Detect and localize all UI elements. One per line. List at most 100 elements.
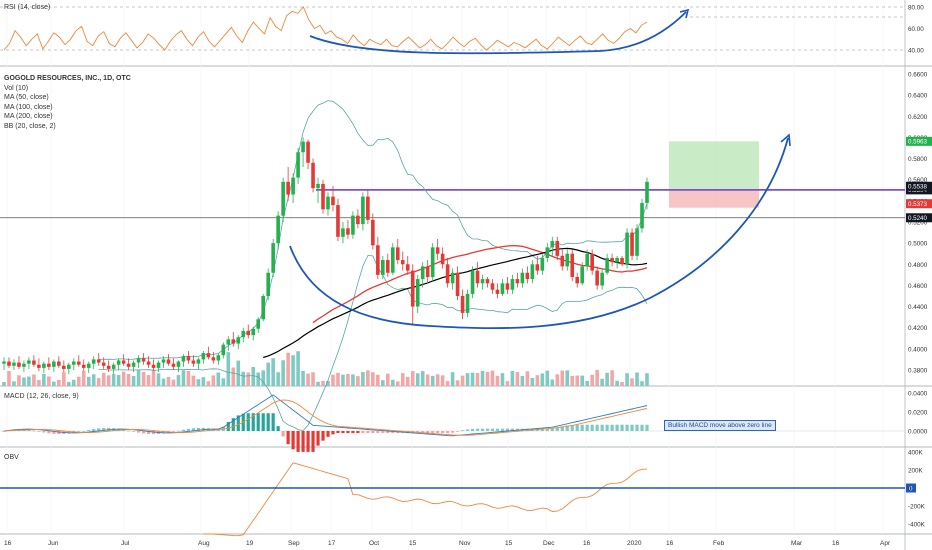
macd-histogram-bar xyxy=(266,413,270,431)
price-axis-label: 0.5600 xyxy=(908,177,928,184)
time-axis-label: Feb xyxy=(713,540,725,547)
volume-bar xyxy=(550,379,555,386)
candle-body xyxy=(236,337,241,344)
candle-body xyxy=(221,344,226,356)
candle-body xyxy=(66,364,71,369)
volume-bar xyxy=(555,374,560,386)
obv-title: OBV xyxy=(4,454,19,461)
volume-bar xyxy=(161,378,166,386)
macd-histogram-bar xyxy=(475,428,480,431)
obv-axis-label: 0 xyxy=(908,486,912,493)
candle-body xyxy=(550,241,555,248)
macd-histogram-bar xyxy=(455,431,460,432)
price-axis-label: 0.5200 xyxy=(908,220,928,227)
candle-body xyxy=(141,358,146,362)
volume-bar xyxy=(480,370,485,386)
macd-axis-label: 0.0200 xyxy=(908,410,928,417)
indicator-ma100[interactable]: MA (100, close) xyxy=(4,103,53,111)
volume-bar xyxy=(116,375,121,386)
volume-bar xyxy=(470,372,475,386)
volume-bar xyxy=(435,374,440,386)
volume-bar xyxy=(96,378,101,386)
price-axis-label: 0.6200 xyxy=(908,114,928,121)
volume-bar xyxy=(395,381,400,386)
candle-body xyxy=(181,356,186,362)
volume-bar xyxy=(91,374,96,386)
macd-histogram-bar xyxy=(321,431,325,441)
macd-histogram-bar xyxy=(585,424,589,431)
volume-bar xyxy=(625,373,629,386)
volume-bar xyxy=(126,373,131,386)
candle-body xyxy=(630,232,634,256)
candle-body xyxy=(505,283,510,290)
volume-bar xyxy=(32,374,36,386)
macd-histogram-bar xyxy=(500,428,505,431)
candle-body xyxy=(156,362,161,368)
macd-histogram-bar xyxy=(590,424,594,431)
candle-body xyxy=(620,257,624,265)
price-axis-label: 0.4400 xyxy=(908,304,928,311)
macd-histogram-bar xyxy=(291,431,295,450)
macd-histogram-bar xyxy=(246,413,250,431)
candle-body xyxy=(371,219,375,246)
volume-bar xyxy=(565,370,570,386)
obv-line xyxy=(203,462,648,537)
symbol-title[interactable]: GOGOLD RESOURCES, INC., 1D, OTC xyxy=(4,75,131,82)
candle-body xyxy=(47,363,51,367)
time-axis-label: Aug xyxy=(198,540,210,547)
volume-bar xyxy=(47,376,51,386)
volume-bar xyxy=(206,381,211,386)
volume-bar xyxy=(246,372,251,386)
volume-bar xyxy=(251,366,256,386)
candle-body xyxy=(495,289,500,294)
volume-bar xyxy=(620,381,624,386)
candle-body xyxy=(351,215,355,235)
volume-bar xyxy=(490,370,495,386)
rsi-cup-drawing xyxy=(309,11,687,55)
volume-bar xyxy=(27,376,31,386)
candle-body xyxy=(246,330,251,336)
macd-title: MACD (12, 26, close, 9) xyxy=(4,393,79,400)
candle-body xyxy=(485,279,490,284)
macd-histogram-bar xyxy=(356,431,360,434)
price-tag-label: 0.5538 xyxy=(908,184,927,191)
macd-histogram-bar xyxy=(426,431,430,434)
macd-histogram-bar xyxy=(97,428,101,431)
macd-histogram-bar xyxy=(146,431,151,434)
macd-histogram-bar xyxy=(171,431,176,432)
candle-body xyxy=(101,362,106,366)
candle-body xyxy=(301,141,305,153)
candle-body xyxy=(555,241,560,256)
macd-histogram-bar xyxy=(391,431,395,434)
volume-bar xyxy=(22,377,26,386)
indicator-ma200[interactable]: MA (200, close) xyxy=(4,113,53,121)
obv-axis-label: 400K xyxy=(908,450,924,457)
volume-bar xyxy=(296,351,300,386)
candle-body xyxy=(146,361,151,365)
volume-bar xyxy=(131,375,136,386)
macd-histogram-bar xyxy=(381,431,385,434)
indicator-vol[interactable]: Vol (10) xyxy=(4,84,29,92)
macd-histogram-bar xyxy=(77,431,81,432)
macd-histogram-bar xyxy=(645,424,649,431)
rsi-pane xyxy=(0,6,905,51)
volume-bar xyxy=(111,374,116,386)
volume-bar xyxy=(181,370,186,386)
candle-body xyxy=(605,257,609,273)
candle-body xyxy=(445,264,450,284)
volume-bar xyxy=(216,372,221,386)
volume-bar xyxy=(316,381,320,386)
volume-bar xyxy=(505,381,510,386)
time-axis-label: Apr xyxy=(880,540,891,547)
candle-body xyxy=(376,245,380,275)
candle-body xyxy=(126,363,131,367)
candle-body xyxy=(570,253,575,277)
macd-histogram-bar xyxy=(176,430,181,432)
time-axis-label: 16 xyxy=(4,540,12,547)
volume-bar xyxy=(356,376,360,386)
indicator-bb[interactable]: BB (20, close, 2) xyxy=(4,122,56,130)
macd-histogram-bar xyxy=(346,431,350,434)
obv-axis-label: -200K xyxy=(908,504,926,511)
indicator-ma50[interactable]: MA (50, close) xyxy=(4,94,49,102)
